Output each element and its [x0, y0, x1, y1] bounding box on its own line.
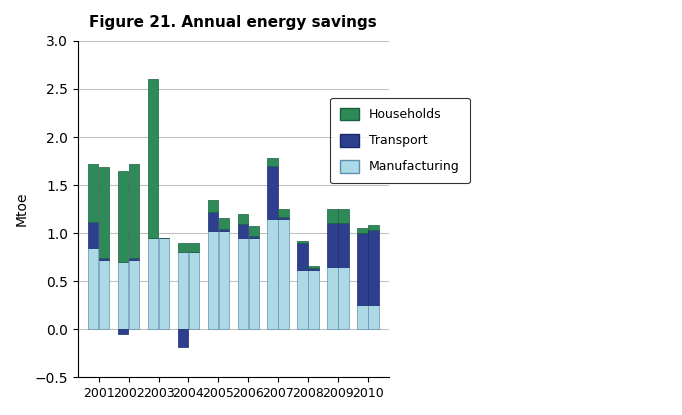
Bar — [148, 238, 158, 329]
Bar — [219, 231, 229, 329]
Bar — [297, 241, 308, 243]
Bar — [237, 214, 248, 224]
Bar — [178, 252, 188, 329]
Bar — [99, 260, 110, 329]
Bar — [297, 270, 308, 329]
Bar — [129, 164, 139, 258]
Legend: Households, Transport, Manufacturing: Households, Transport, Manufacturing — [330, 98, 470, 183]
Bar — [278, 219, 289, 329]
Bar — [129, 260, 139, 329]
Bar — [237, 238, 248, 329]
Bar — [308, 270, 319, 329]
Bar — [118, 171, 128, 262]
Bar — [88, 222, 98, 247]
Bar — [99, 167, 110, 258]
Bar — [118, 329, 128, 334]
Bar — [207, 200, 218, 212]
Bar — [189, 252, 199, 329]
Bar — [99, 258, 110, 260]
Y-axis label: Mtoe: Mtoe — [15, 192, 29, 226]
Bar — [88, 164, 98, 222]
Bar — [207, 212, 218, 231]
Bar — [368, 230, 379, 305]
Bar — [327, 209, 338, 222]
Bar — [219, 229, 229, 231]
Bar — [129, 258, 139, 260]
Bar — [267, 166, 278, 219]
Bar — [338, 222, 349, 267]
Bar — [88, 247, 98, 329]
Bar — [338, 209, 349, 222]
Bar — [178, 329, 188, 347]
Bar — [308, 266, 319, 268]
Bar — [148, 79, 158, 238]
Bar — [248, 236, 259, 238]
Bar — [267, 158, 278, 166]
Bar — [368, 305, 379, 329]
Bar — [327, 222, 338, 267]
Bar — [248, 227, 259, 236]
Bar — [308, 268, 319, 270]
Bar — [338, 267, 349, 329]
Bar — [267, 219, 278, 329]
Bar — [327, 267, 338, 329]
Bar — [237, 224, 248, 238]
Bar — [368, 225, 379, 230]
Bar — [207, 231, 218, 329]
Bar — [248, 238, 259, 329]
Bar — [219, 218, 229, 229]
Bar — [118, 262, 128, 329]
Title: Figure 21. Annual energy savings: Figure 21. Annual energy savings — [89, 15, 377, 30]
Bar — [189, 243, 199, 252]
Bar — [178, 243, 188, 252]
Bar — [278, 217, 289, 219]
Bar — [357, 228, 368, 233]
Bar — [159, 238, 169, 329]
Bar — [297, 243, 308, 270]
Bar — [278, 209, 289, 217]
Bar — [357, 305, 368, 329]
Bar — [357, 233, 368, 305]
